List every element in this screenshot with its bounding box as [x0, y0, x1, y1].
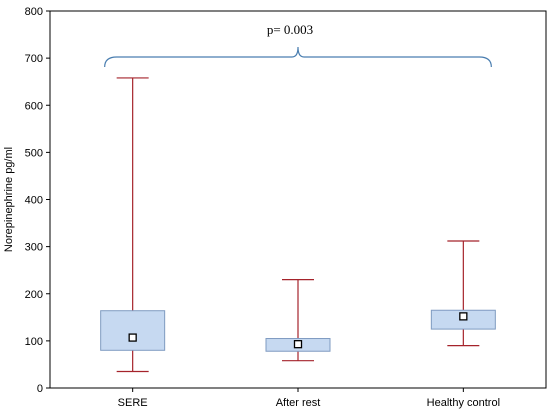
y-axis-label: Norepinephrine pg/ml: [3, 147, 15, 252]
y-axis: 0 100 200 300 400 500 600 700 800: [25, 6, 50, 395]
p-value-label: p= 0.003: [267, 22, 313, 37]
y-tick-label: 500: [25, 147, 43, 159]
y-tick-label: 100: [25, 336, 43, 348]
median-marker: [128, 333, 137, 342]
box-group: [430, 240, 496, 347]
y-tick-label: 300: [25, 242, 43, 254]
y-tick-label: 700: [25, 53, 43, 65]
x-tick-label: SERE: [118, 397, 148, 409]
x-tick-label: After rest: [276, 397, 321, 409]
y-tick-label: 800: [25, 6, 43, 18]
significance-annotation: p= 0.003: [104, 22, 492, 68]
y-tick-label: 200: [25, 289, 43, 301]
y-tick-label: 600: [25, 100, 43, 112]
median-marker: [293, 340, 303, 349]
y-tick-label: 0: [37, 383, 43, 395]
box-group: [100, 77, 166, 373]
box-group: [265, 279, 331, 362]
iqr-box: [100, 310, 166, 351]
y-tick-label: 400: [25, 195, 43, 207]
x-tick-label: Healthy control: [427, 397, 500, 409]
boxes: [100, 77, 496, 373]
median-marker: [459, 312, 468, 321]
significance-bracket: [104, 46, 492, 68]
x-axis: SERE After rest Healthy control: [118, 388, 500, 409]
